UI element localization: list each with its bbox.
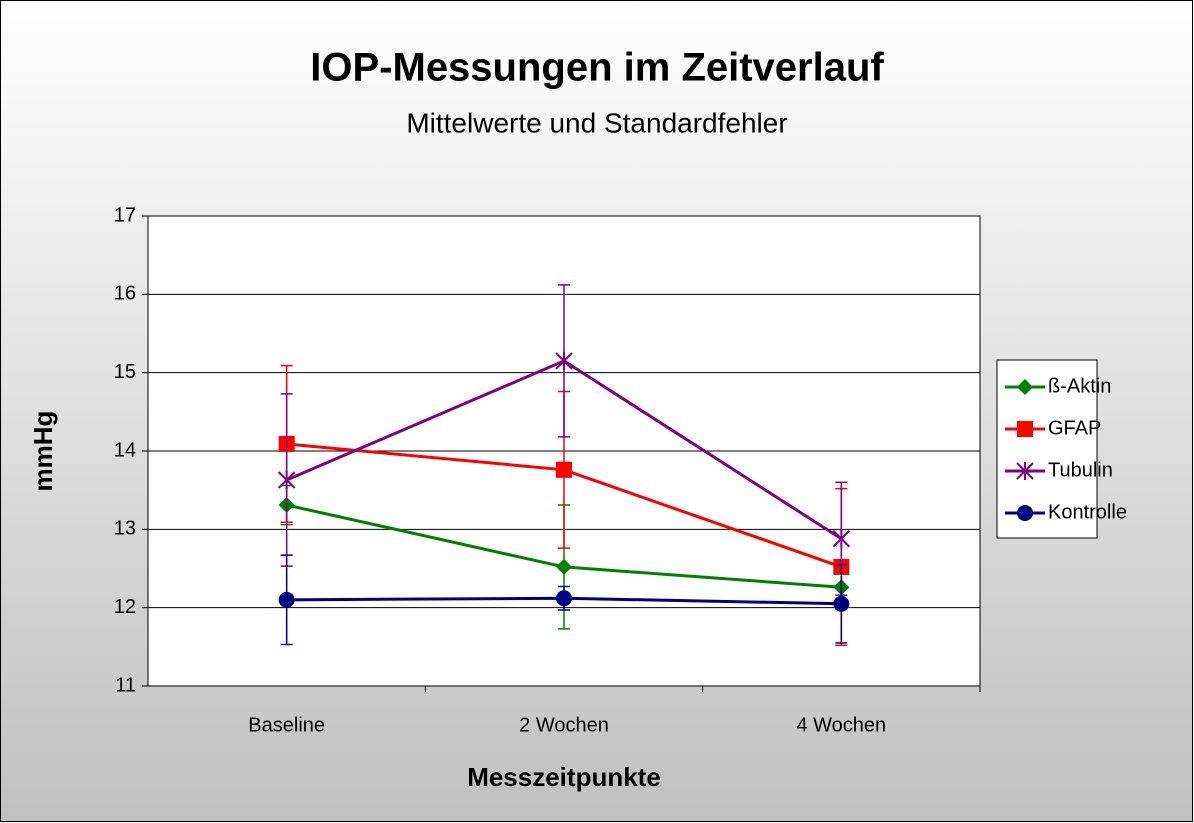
y-tick-label: 11 [115, 674, 136, 696]
y-tick-label: 17 [114, 204, 136, 226]
legend [996, 359, 1098, 539]
legend-label: Kontrolle [1048, 501, 1127, 523]
marker [833, 595, 850, 612]
marker [556, 558, 572, 575]
legend-label: Tubulin [1048, 459, 1113, 481]
marker [277, 470, 296, 489]
marker [1017, 505, 1033, 521]
marker [278, 591, 295, 608]
y-tick-label: 16 [114, 283, 136, 305]
x-axis-label: Messzeitpunkte [467, 762, 661, 792]
legend-label: GFAP [1048, 417, 1101, 439]
marker [1017, 379, 1033, 395]
marker [1016, 462, 1034, 480]
x-tick-label: Baseline [248, 714, 325, 736]
y-tick-label: 15 [114, 361, 136, 383]
x-tick-label: 4 Wochen [796, 714, 886, 736]
marker [555, 351, 573, 370]
y-axis-label: mmHg [28, 411, 58, 492]
chart-subtitle: Mittelwerte und Standardfehler [406, 107, 787, 138]
y-tick-label: 12 [114, 596, 136, 618]
chart-title: IOP-Messungen im Zeitverlauf [310, 46, 884, 90]
y-tick-label: 14 [114, 439, 136, 461]
marker [1017, 421, 1033, 437]
marker [556, 461, 572, 478]
marker [556, 590, 572, 607]
marker [832, 529, 851, 548]
legend-label: ß-Aktin [1048, 375, 1111, 397]
y-tick-label: 13 [114, 518, 136, 540]
x-tick-label: 2 Wochen [519, 714, 609, 736]
